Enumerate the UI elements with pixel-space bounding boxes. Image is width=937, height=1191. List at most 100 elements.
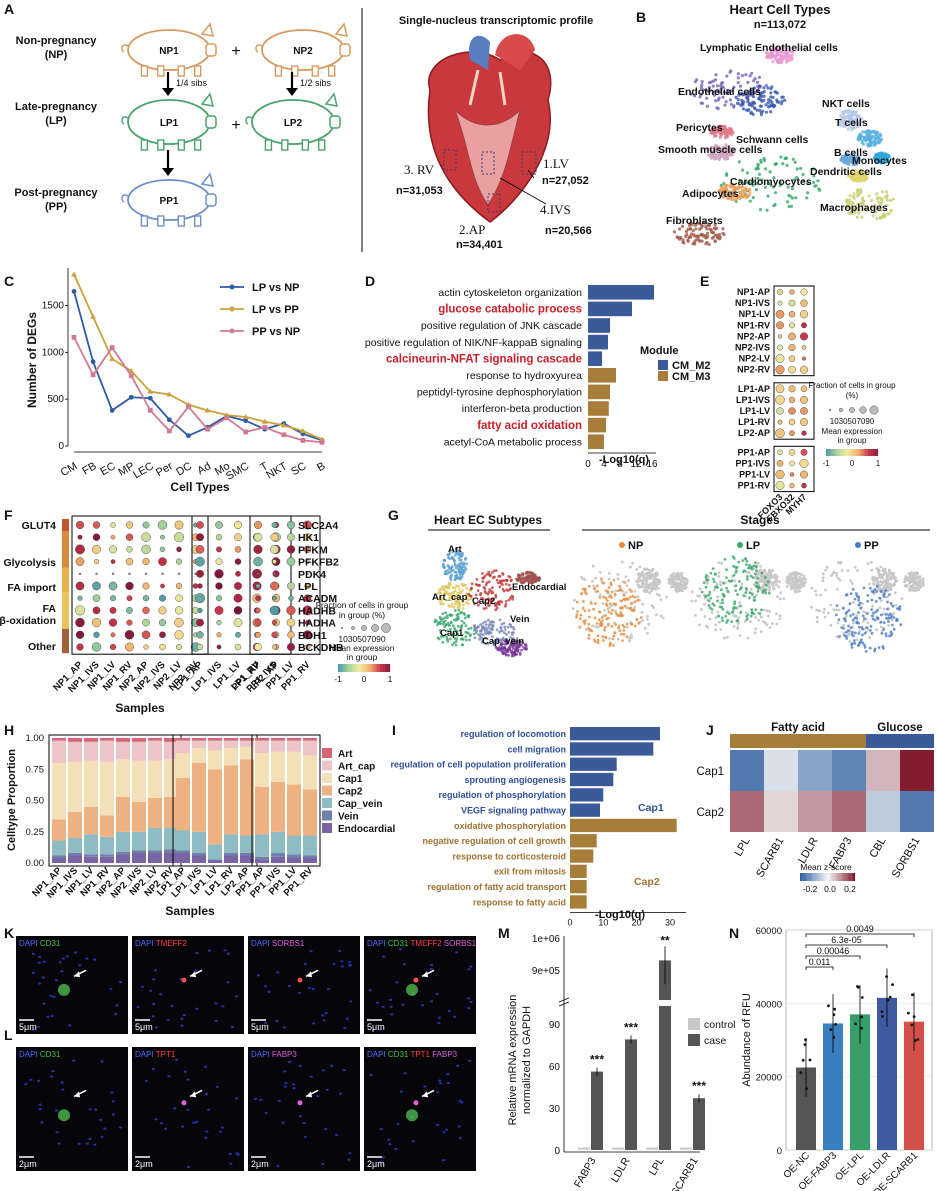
umap-point — [736, 72, 741, 76]
d-legend-title: Module — [640, 345, 679, 357]
umap-point — [882, 215, 886, 219]
nucleus — [88, 1108, 92, 1111]
h-stack-segment — [176, 740, 190, 753]
g-bg-point — [882, 580, 885, 584]
g-stage-point — [743, 569, 746, 573]
g-stage-point — [758, 612, 762, 616]
e-colorbar-step — [848, 449, 850, 456]
i-term: oxidative phosphorylation — [454, 821, 566, 831]
g-bg-point — [712, 588, 716, 592]
f-colorbar-step — [358, 664, 361, 672]
g-point — [517, 578, 520, 581]
umap-point — [869, 137, 873, 141]
f-colorbar-step — [377, 664, 379, 672]
g-stage-point — [878, 596, 882, 600]
umap-point — [768, 104, 772, 108]
umap-point — [706, 89, 710, 93]
g-point — [473, 627, 477, 630]
umap-point — [816, 179, 820, 183]
g-bg-point — [674, 588, 678, 592]
panel-m: 03060909e+051e+06***FABP3***LDLR**LPL***… — [507, 933, 736, 1191]
umap-point — [849, 156, 853, 160]
h-stack-segment — [84, 741, 98, 761]
h-stack-segment — [132, 853, 146, 863]
j-group-bar-glucose — [866, 734, 934, 748]
g-bg-point — [886, 586, 890, 590]
f-dot — [141, 630, 151, 639]
n-y-tick: 20000 — [756, 1073, 782, 1084]
nucleus — [229, 1162, 233, 1165]
g-bg-point — [835, 635, 839, 638]
region-ivs-n: n=20,566 — [545, 225, 592, 237]
d-bar — [588, 434, 604, 449]
m-significance: *** — [624, 1020, 638, 1034]
g-point — [454, 643, 458, 647]
umap-point — [729, 89, 733, 93]
h-stack-segment — [224, 834, 238, 854]
stain-name: DAPI — [135, 939, 156, 948]
g-stage-umap — [690, 555, 807, 640]
g-stage-point — [721, 619, 724, 623]
g-point — [453, 564, 457, 567]
g-stage-point — [866, 594, 870, 597]
g-bg-point — [755, 593, 758, 597]
g-bg-point — [676, 582, 680, 586]
g-stage-point — [884, 589, 888, 592]
g-stage-point — [746, 575, 749, 578]
umap-point — [759, 98, 763, 102]
g-stage-point — [899, 623, 903, 627]
e-colorbar-step — [872, 449, 875, 456]
f-scale-tick: 0 — [362, 674, 367, 684]
g-bg-point — [768, 609, 772, 613]
h-stack-segment — [208, 844, 222, 860]
j-colorbar-step — [826, 873, 828, 881]
g-point — [481, 580, 485, 583]
h-y-tick: 0.75 — [26, 764, 45, 775]
g-stage-point — [734, 566, 738, 570]
g-point — [461, 607, 465, 610]
e-dot — [789, 289, 795, 295]
nucleus — [321, 1162, 325, 1166]
g-point — [467, 602, 470, 606]
umap-point — [741, 168, 745, 172]
g-bg-point — [765, 623, 769, 627]
umap-point — [711, 84, 715, 88]
e-colorbar-step — [866, 449, 868, 456]
g-bg-point — [759, 615, 763, 619]
umap-point — [749, 111, 753, 115]
c-point — [109, 408, 115, 413]
g-bg-point — [641, 619, 644, 622]
umap-cluster — [839, 152, 862, 167]
f-dot — [175, 644, 182, 651]
g-point — [470, 587, 473, 591]
g-bg-point — [798, 575, 802, 579]
umap-point — [724, 183, 729, 188]
g-point — [490, 591, 494, 595]
g-stage-point — [715, 585, 719, 588]
umap-point — [716, 98, 721, 102]
panel-letter-D: D — [365, 273, 375, 289]
nucleus — [226, 981, 230, 984]
h-stack-segment — [192, 738, 206, 741]
nucleus — [100, 1060, 104, 1063]
c-x-tick: FB — [80, 460, 98, 477]
g-bg-point — [757, 562, 760, 565]
j-legend-tick: 0.2 — [844, 884, 856, 894]
g-bg-point — [679, 583, 683, 586]
g-bg-point — [655, 578, 659, 581]
stain-name: DAPI — [251, 939, 272, 948]
umap-point — [853, 159, 857, 163]
g-bg-point — [846, 569, 850, 572]
j-cell — [764, 750, 798, 791]
umap-point — [706, 147, 710, 152]
g-stage-point — [841, 607, 845, 610]
f-dot — [255, 631, 261, 638]
e-scale-tick: -1 — [822, 459, 830, 468]
umap-point — [813, 184, 817, 188]
umap-point — [747, 91, 752, 95]
j-group-label: Glucose — [877, 722, 922, 734]
g-point — [508, 583, 511, 587]
n-point — [856, 985, 860, 989]
f-dot — [195, 556, 205, 567]
g-bg-point — [795, 571, 799, 575]
